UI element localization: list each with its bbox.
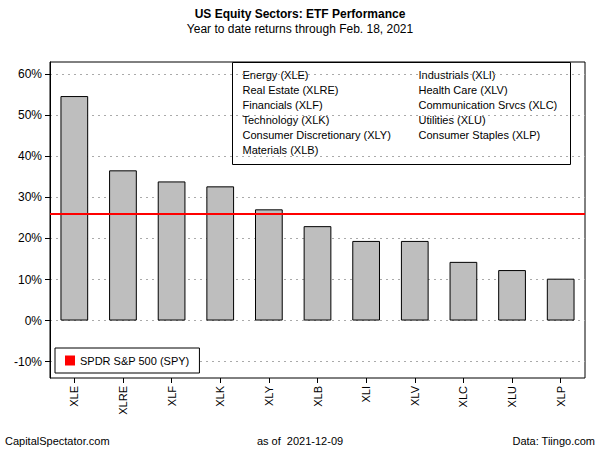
svg-text:-10%: -10% xyxy=(14,355,42,369)
svg-text:XLE: XLE xyxy=(68,386,80,407)
svg-text:20%: 20% xyxy=(18,231,42,245)
svg-text:10%: 10% xyxy=(18,273,42,287)
svg-text:SPDR S&P 500 (SPY): SPDR S&P 500 (SPY) xyxy=(80,355,189,367)
svg-text:40%: 40% xyxy=(18,149,42,163)
svg-text:XLK: XLK xyxy=(214,385,226,406)
svg-text:50%: 50% xyxy=(18,108,42,122)
svg-text:Consumer Discretionary (XLY): Consumer Discretionary (XLY) xyxy=(243,129,391,141)
svg-text:US Equity Sectors: ETF Perform: US Equity Sectors: ETF Performance xyxy=(195,7,406,21)
svg-text:Materials (XLB): Materials (XLB) xyxy=(243,144,319,156)
svg-text:Utilities (XLU): Utilities (XLU) xyxy=(418,114,486,126)
svg-text:30%: 30% xyxy=(18,190,42,204)
svg-text:Year to date returns through F: Year to date returns through Feb. 18, 20… xyxy=(187,22,414,36)
svg-text:as of 2021-12-09: as of 2021-12-09 xyxy=(257,435,343,447)
svg-text:Data: Tiingo.com: Data: Tiingo.com xyxy=(512,435,595,447)
svg-text:Communication Srvcs (XLC): Communication Srvcs (XLC) xyxy=(419,99,558,111)
svg-text:XLU: XLU xyxy=(506,386,518,407)
svg-text:XLY: XLY xyxy=(263,385,275,406)
svg-text:XLF: XLF xyxy=(166,386,178,406)
svg-text:XLP: XLP xyxy=(555,386,567,407)
svg-text:Health Care (XLV): Health Care (XLV) xyxy=(419,84,508,96)
svg-text:60%: 60% xyxy=(18,67,42,81)
svg-text:XLC: XLC xyxy=(457,386,469,407)
svg-text:Industrials (XLI): Industrials (XLI) xyxy=(418,69,496,81)
svg-text:0%: 0% xyxy=(25,314,43,328)
svg-text:Technology (XLK): Technology (XLK) xyxy=(242,114,330,126)
svg-text:XLRE: XLRE xyxy=(117,386,129,415)
svg-text:XLV: XLV xyxy=(409,385,421,406)
svg-text:Real Estate (XLRE): Real Estate (XLRE) xyxy=(243,84,339,96)
svg-text:XLI: XLI xyxy=(360,386,372,403)
svg-text:Energy (XLE): Energy (XLE) xyxy=(243,69,309,81)
svg-text:XLB: XLB xyxy=(312,386,324,407)
svg-text:Financials (XLF): Financials (XLF) xyxy=(243,99,323,111)
svg-text:CapitalSpectator.com: CapitalSpectator.com xyxy=(5,435,110,447)
svg-text:Consumer Staples (XLP): Consumer Staples (XLP) xyxy=(419,129,541,141)
